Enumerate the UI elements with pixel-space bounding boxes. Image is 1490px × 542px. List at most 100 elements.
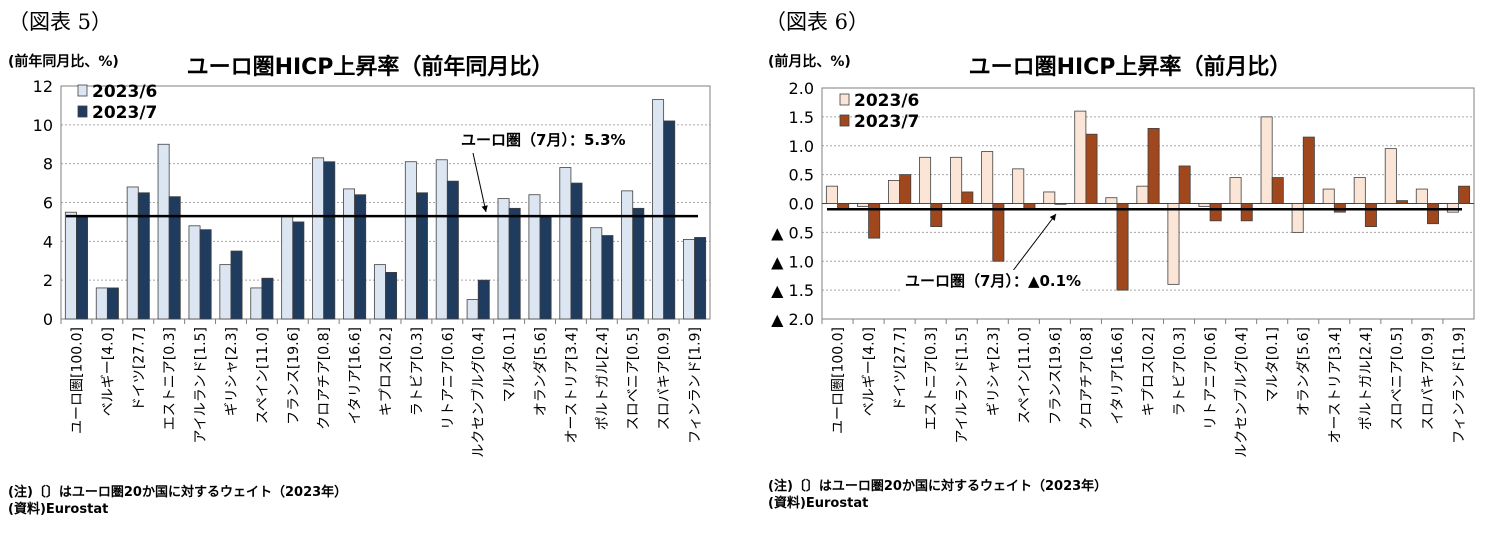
bar-jul [1302, 136, 1315, 204]
bar-jun [888, 179, 901, 204]
x-tick-label: ベルギー[4.0] [100, 327, 116, 416]
bar-jul [477, 279, 490, 320]
bar-jul [694, 237, 707, 320]
x-tick-label: スロバキア[0.9] [657, 327, 673, 430]
y-tick-label: 1.5 [789, 108, 814, 127]
y-tick-label: 8 [43, 155, 53, 174]
bar-jun [1260, 116, 1273, 204]
bar-jul [354, 194, 367, 320]
x-tick-label: スロベニア[0.5] [626, 327, 642, 430]
x-tick-label: フィンランド[1.9] [688, 327, 704, 444]
x-tick-label: オランダ[5.6] [1296, 327, 1312, 416]
y-tick-label: 6 [43, 194, 53, 213]
y-tick-label: ▲ 0.5 [771, 223, 814, 242]
bar-jun [1322, 188, 1335, 204]
bar-jun [950, 156, 963, 204]
bar-jul [868, 203, 881, 239]
bar-jul [632, 207, 645, 320]
y-tick-label: 1.0 [789, 137, 814, 156]
x-tick-label: マルタ[0.1] [502, 327, 518, 402]
bar-jul [137, 192, 150, 320]
bar-jul [1147, 128, 1160, 204]
bar-jul [199, 229, 212, 320]
y-tick-label: ▲ 1.0 [771, 252, 814, 271]
bar-jul [1271, 177, 1284, 204]
bar-jul [446, 180, 459, 320]
bar-jun [1074, 110, 1087, 204]
reference-label-bg [457, 129, 625, 150]
reference-arrowhead [1049, 214, 1056, 221]
legend-label: 2023/6 [92, 82, 157, 102]
bar-jul [930, 203, 943, 228]
bar-jul [1458, 185, 1471, 204]
legend-label: 2023/6 [854, 91, 919, 111]
x-tick-label: ドイツ[27.7] [131, 327, 147, 411]
x-tick-label: フランス[19.6] [1048, 327, 1064, 425]
bar-jul [601, 235, 614, 320]
bar-jun [919, 156, 932, 204]
bar-jul [663, 120, 676, 320]
chart-title: ユーロ圏HICP上昇率（前月比） [969, 54, 1292, 80]
figure-label-6: （図表 6） [765, 10, 870, 34]
x-tick-label: ポルトガル[2.4] [595, 327, 611, 430]
reference-label-bg [901, 270, 1081, 291]
y-tick-label: 0.5 [789, 166, 814, 185]
y-axis-label: (前月比、%) [768, 53, 851, 70]
x-tick-label: ベルギー[4.0] [862, 327, 878, 416]
bar-jun [1105, 197, 1118, 204]
figure-label-5: （図表 5） [8, 10, 113, 34]
x-tick-label: ルクセンブルグ[0.4] [470, 327, 487, 458]
bar-jun [1167, 203, 1180, 285]
y-tick-label: 10 [33, 116, 53, 135]
note-source-right: (資料)Eurostat [768, 496, 869, 511]
note-weight-left: (注)〔〕はユーロ圏20か国に対するウェイト（2023年） [8, 485, 348, 500]
bar-jul [230, 250, 243, 320]
bar-jul [992, 203, 1005, 262]
x-tick-label: リトアニア[0.6] [440, 327, 456, 430]
bar-jul [1085, 133, 1098, 204]
x-tick-label: ポルトガル[2.4] [1358, 327, 1374, 430]
bar-jun [981, 151, 994, 204]
x-tick-label: イタリア[16.6] [348, 327, 364, 425]
x-tick-label: クロアチア[0.8] [1079, 327, 1095, 430]
y-tick-label: 4 [43, 232, 53, 251]
bar-jul [323, 161, 336, 320]
bar-jul [416, 192, 428, 320]
x-tick-label: クロアチア[0.8] [317, 327, 333, 430]
legend-label: 2023/7 [854, 112, 919, 132]
x-tick-label: ラトビア[0.3] [1172, 327, 1188, 416]
bar-jul [1054, 203, 1067, 205]
x-tick-label: スペイン[11.0] [255, 327, 271, 424]
x-tick-label: エストニア[0.3] [924, 327, 940, 430]
bar-jul [1178, 165, 1191, 204]
x-tick-label: ユーロ圏[100.0] [69, 327, 85, 434]
y-tick-label: 0.0 [789, 195, 814, 214]
x-tick-label: エストニア[0.3] [162, 327, 178, 430]
bar-jun [1229, 177, 1242, 204]
x-tick-label: アイルランド[1.5] [955, 327, 971, 444]
x-tick-label: アイルランド[1.5] [193, 327, 209, 444]
x-tick-label: ギリシャ[2.3] [986, 327, 1002, 416]
bar-jun [1198, 203, 1211, 207]
reference-label: ユーロ圏（7月）：5.3% [461, 131, 626, 149]
note-right: (注)〔〕はユーロ圏20か国に対するウェイト（2023年） (資料)Eurost… [768, 478, 1107, 512]
bar-jul [168, 196, 181, 320]
y-tick-label: ▲ 1.5 [771, 281, 814, 300]
bar-jul [1209, 203, 1222, 222]
y-tick-label: 12 [33, 77, 53, 96]
x-tick-label: リトアニア[0.6] [1203, 327, 1219, 430]
bar-jul [899, 174, 912, 204]
x-tick-label: スロベニア[0.5] [1389, 327, 1405, 430]
x-tick-label: スロバキア[0.9] [1420, 327, 1436, 430]
x-tick-label: イタリア[16.6] [1110, 327, 1126, 425]
legend-swatch [77, 84, 88, 97]
x-tick-label: スペイン[11.0] [1017, 327, 1033, 424]
bar-jul [292, 221, 305, 320]
x-tick-label: フランス[19.6] [286, 327, 302, 425]
x-tick-label: ラトビア[0.3] [409, 327, 425, 416]
bar-jul [1364, 203, 1377, 228]
bar-jun [825, 185, 838, 204]
x-tick-label: ルクセンブルグ[0.4] [1233, 327, 1250, 458]
y-axis-label: (前年同月比、%) [8, 53, 119, 70]
